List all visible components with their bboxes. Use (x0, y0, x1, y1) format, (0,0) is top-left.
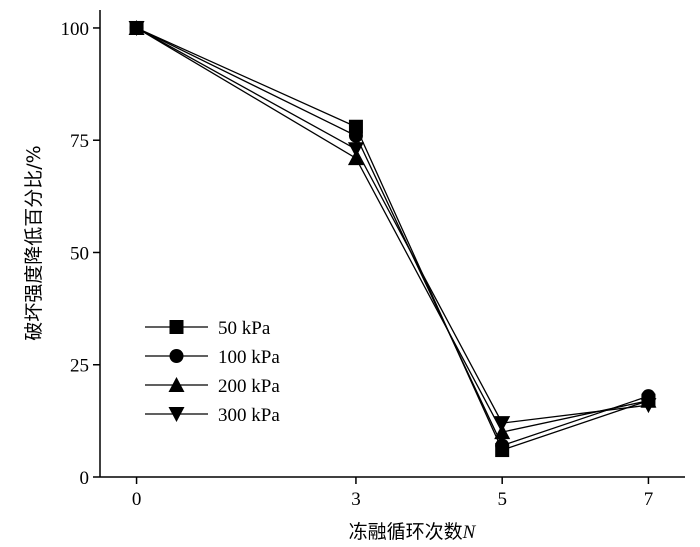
legend-label: 100 kPa (218, 347, 280, 368)
series-line-1 (136, 27, 649, 451)
series-line-3 (136, 27, 649, 433)
data-point-marker (495, 438, 510, 453)
series-markers (128, 19, 657, 458)
legend-marker (168, 377, 185, 392)
legend-label: 200 kPa (218, 376, 280, 397)
legend: 50 kPa 100 kPa 200 kPa 300 kPa (145, 318, 280, 426)
data-point-marker (348, 128, 363, 143)
legend-marker (168, 407, 185, 422)
data-point-marker (640, 398, 657, 414)
y-tick-label: 75 (70, 131, 89, 152)
x-tick-label: 7 (644, 489, 654, 510)
y-tick-label: 25 (70, 356, 89, 377)
data-point-marker (347, 142, 364, 158)
y-tick-label: 100 (61, 19, 90, 40)
y-tick-label: 0 (80, 468, 90, 489)
legend-marker (169, 349, 184, 363)
ticks: 0 3 5 7 0 25 50 75 100 (61, 19, 654, 510)
y-tick-label: 50 (70, 243, 89, 264)
data-point-marker (128, 20, 145, 36)
x-tick-label: 5 (497, 489, 507, 510)
data-point-marker (494, 416, 511, 432)
x-axis-label-variable: N (462, 522, 477, 543)
x-tick-label: 3 (351, 489, 361, 510)
axes (99, 10, 685, 478)
x-axis-label: 冻融循环次数N (349, 521, 477, 543)
data-point-marker (494, 424, 511, 440)
data-point-marker (347, 150, 364, 166)
legend-label: 300 kPa (218, 405, 280, 426)
x-tick-label: 0 (132, 489, 142, 510)
series-line-4 (136, 27, 649, 424)
series-lines (136, 27, 649, 451)
series-line-2 (136, 27, 649, 447)
legend-marker (169, 320, 184, 334)
legend-label: 50 kPa (218, 318, 271, 339)
y-axis-label: 破坏强度降低百分比/% (23, 145, 45, 340)
x-axis-label-main: 冻融循环次数 (349, 521, 463, 543)
